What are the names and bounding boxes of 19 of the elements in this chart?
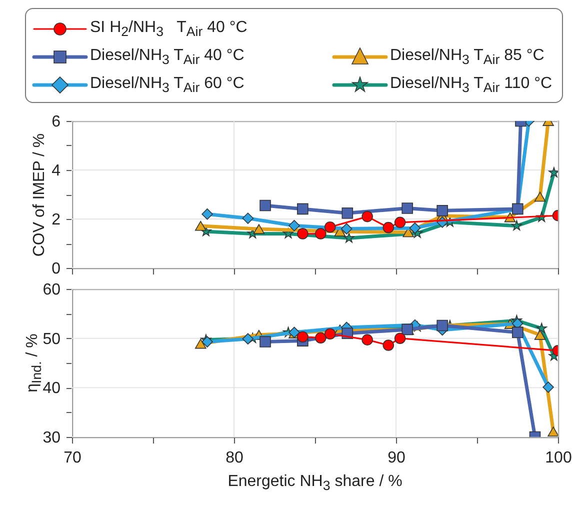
y-tick-label: 40 [42,380,61,398]
legend-label: SI H$_{2}$/NH$_{3}$ T$_{Air}$ 40 °C [90,18,248,40]
legend-label: Diesel/NH$_{3}$ T$_{Air}$ 110 °C [390,74,552,96]
y-tick-label: 4 [52,162,61,180]
x-tick-label: 70 [64,450,82,466]
y-tick-label: 0 [52,260,61,278]
legend-label: Diesel/NH$_{3}$ T$_{Air}$ 60 °C [90,74,244,96]
y-axis-title: COV of IMEP / % [31,132,49,256]
x-tick-label: 100 [545,450,572,466]
legend-label: Diesel/NH$_{3}$ T$_{Air}$ 85 °C [390,46,544,68]
x-tick-label: 80 [226,450,244,466]
y-tick-label: 50 [42,330,61,348]
y-tick-label: 60 [42,282,61,298]
x-axis-title: Energetic NH$_{3}$ share / % [228,473,402,494]
legend-label: Diesel/NH$_{3}$ T$_{Air}$ 40 °C [90,46,244,68]
y-tick-label: 2 [52,212,61,228]
y-tick-label: 30 [42,430,61,446]
y-tick-label: 6 [52,114,61,130]
x-tick-label: 90 [388,450,406,466]
